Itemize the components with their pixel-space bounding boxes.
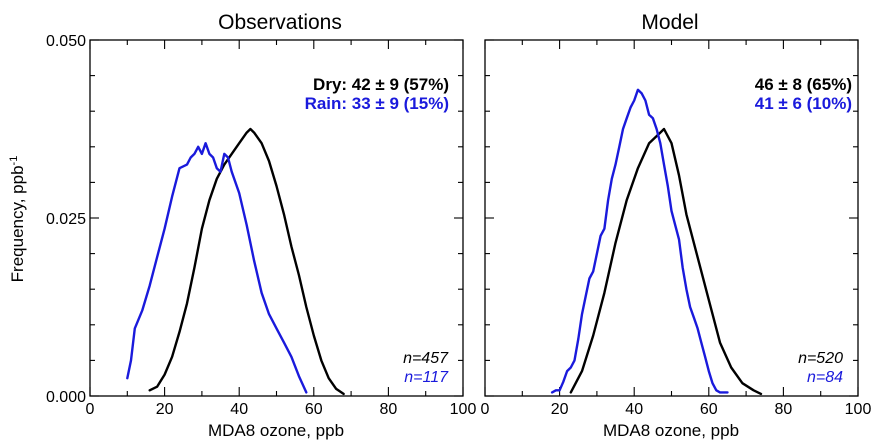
dry-series-line <box>569 127 763 396</box>
observations-panel: Observations 0 20 40 60 80 100 0.000 0.025 0.050… <box>46 11 476 440</box>
model-x-axis-label: MDA8 ozone, ppb <box>603 421 739 440</box>
y-tick-label: 0.050 <box>46 33 86 50</box>
x-tick-label: 0 <box>481 401 490 418</box>
dry-series-line <box>148 127 345 396</box>
rain-series-line <box>126 141 308 394</box>
x-tick-label: 0 <box>86 401 95 418</box>
y-axis-label: Frequency, ppb-1 <box>8 156 27 283</box>
x-tick-label: 20 <box>156 401 174 418</box>
observations-count-rain: n=117 <box>404 369 449 386</box>
x-tick-label: 60 <box>700 401 718 418</box>
observations-ticks: 0 20 40 60 80 100 0.000 0.025 0.050 <box>46 33 476 418</box>
observations-count-dry: n=457 <box>403 350 449 367</box>
y-tick-label: 0.025 <box>46 211 86 228</box>
observations-legend-rain: Rain: 33 ± 9 (15%) <box>305 94 449 113</box>
observations-x-axis-label: MDA8 ozone, ppb <box>208 421 344 440</box>
model-panel: Model 0 20 40 60 80 100 46 ± 8 (65%) 41 ± 6 (… <box>481 11 872 440</box>
y-tick-label: 0.000 <box>46 389 86 406</box>
x-tick-label: 60 <box>305 401 323 418</box>
x-tick-label: 80 <box>775 401 793 418</box>
observations-series <box>126 127 345 396</box>
observations-legend-dry: Dry: 42 ± 9 (57%) <box>313 75 449 94</box>
model-legend-dry: 46 ± 8 (65%) <box>755 75 852 94</box>
model-series <box>550 88 763 396</box>
x-tick-label: 40 <box>230 401 248 418</box>
model-legend-rain: 41 ± 6 (10%) <box>755 94 852 113</box>
model-panel-title: Model <box>641 11 698 34</box>
model-count-dry: n=520 <box>798 350 843 367</box>
model-count-rain: n=84 <box>807 369 843 386</box>
observations-panel-title: Observations <box>218 11 342 34</box>
y-axis-label-unit-exponent: -1 <box>8 156 20 166</box>
x-tick-label: 100 <box>450 401 477 418</box>
x-tick-label: 100 <box>845 401 872 418</box>
x-tick-label: 40 <box>625 401 643 418</box>
model-ticks: 0 20 40 60 80 100 <box>481 39 872 418</box>
rain-series-line <box>550 88 729 394</box>
x-tick-label: 20 <box>551 401 569 418</box>
x-tick-label: 80 <box>380 401 398 418</box>
